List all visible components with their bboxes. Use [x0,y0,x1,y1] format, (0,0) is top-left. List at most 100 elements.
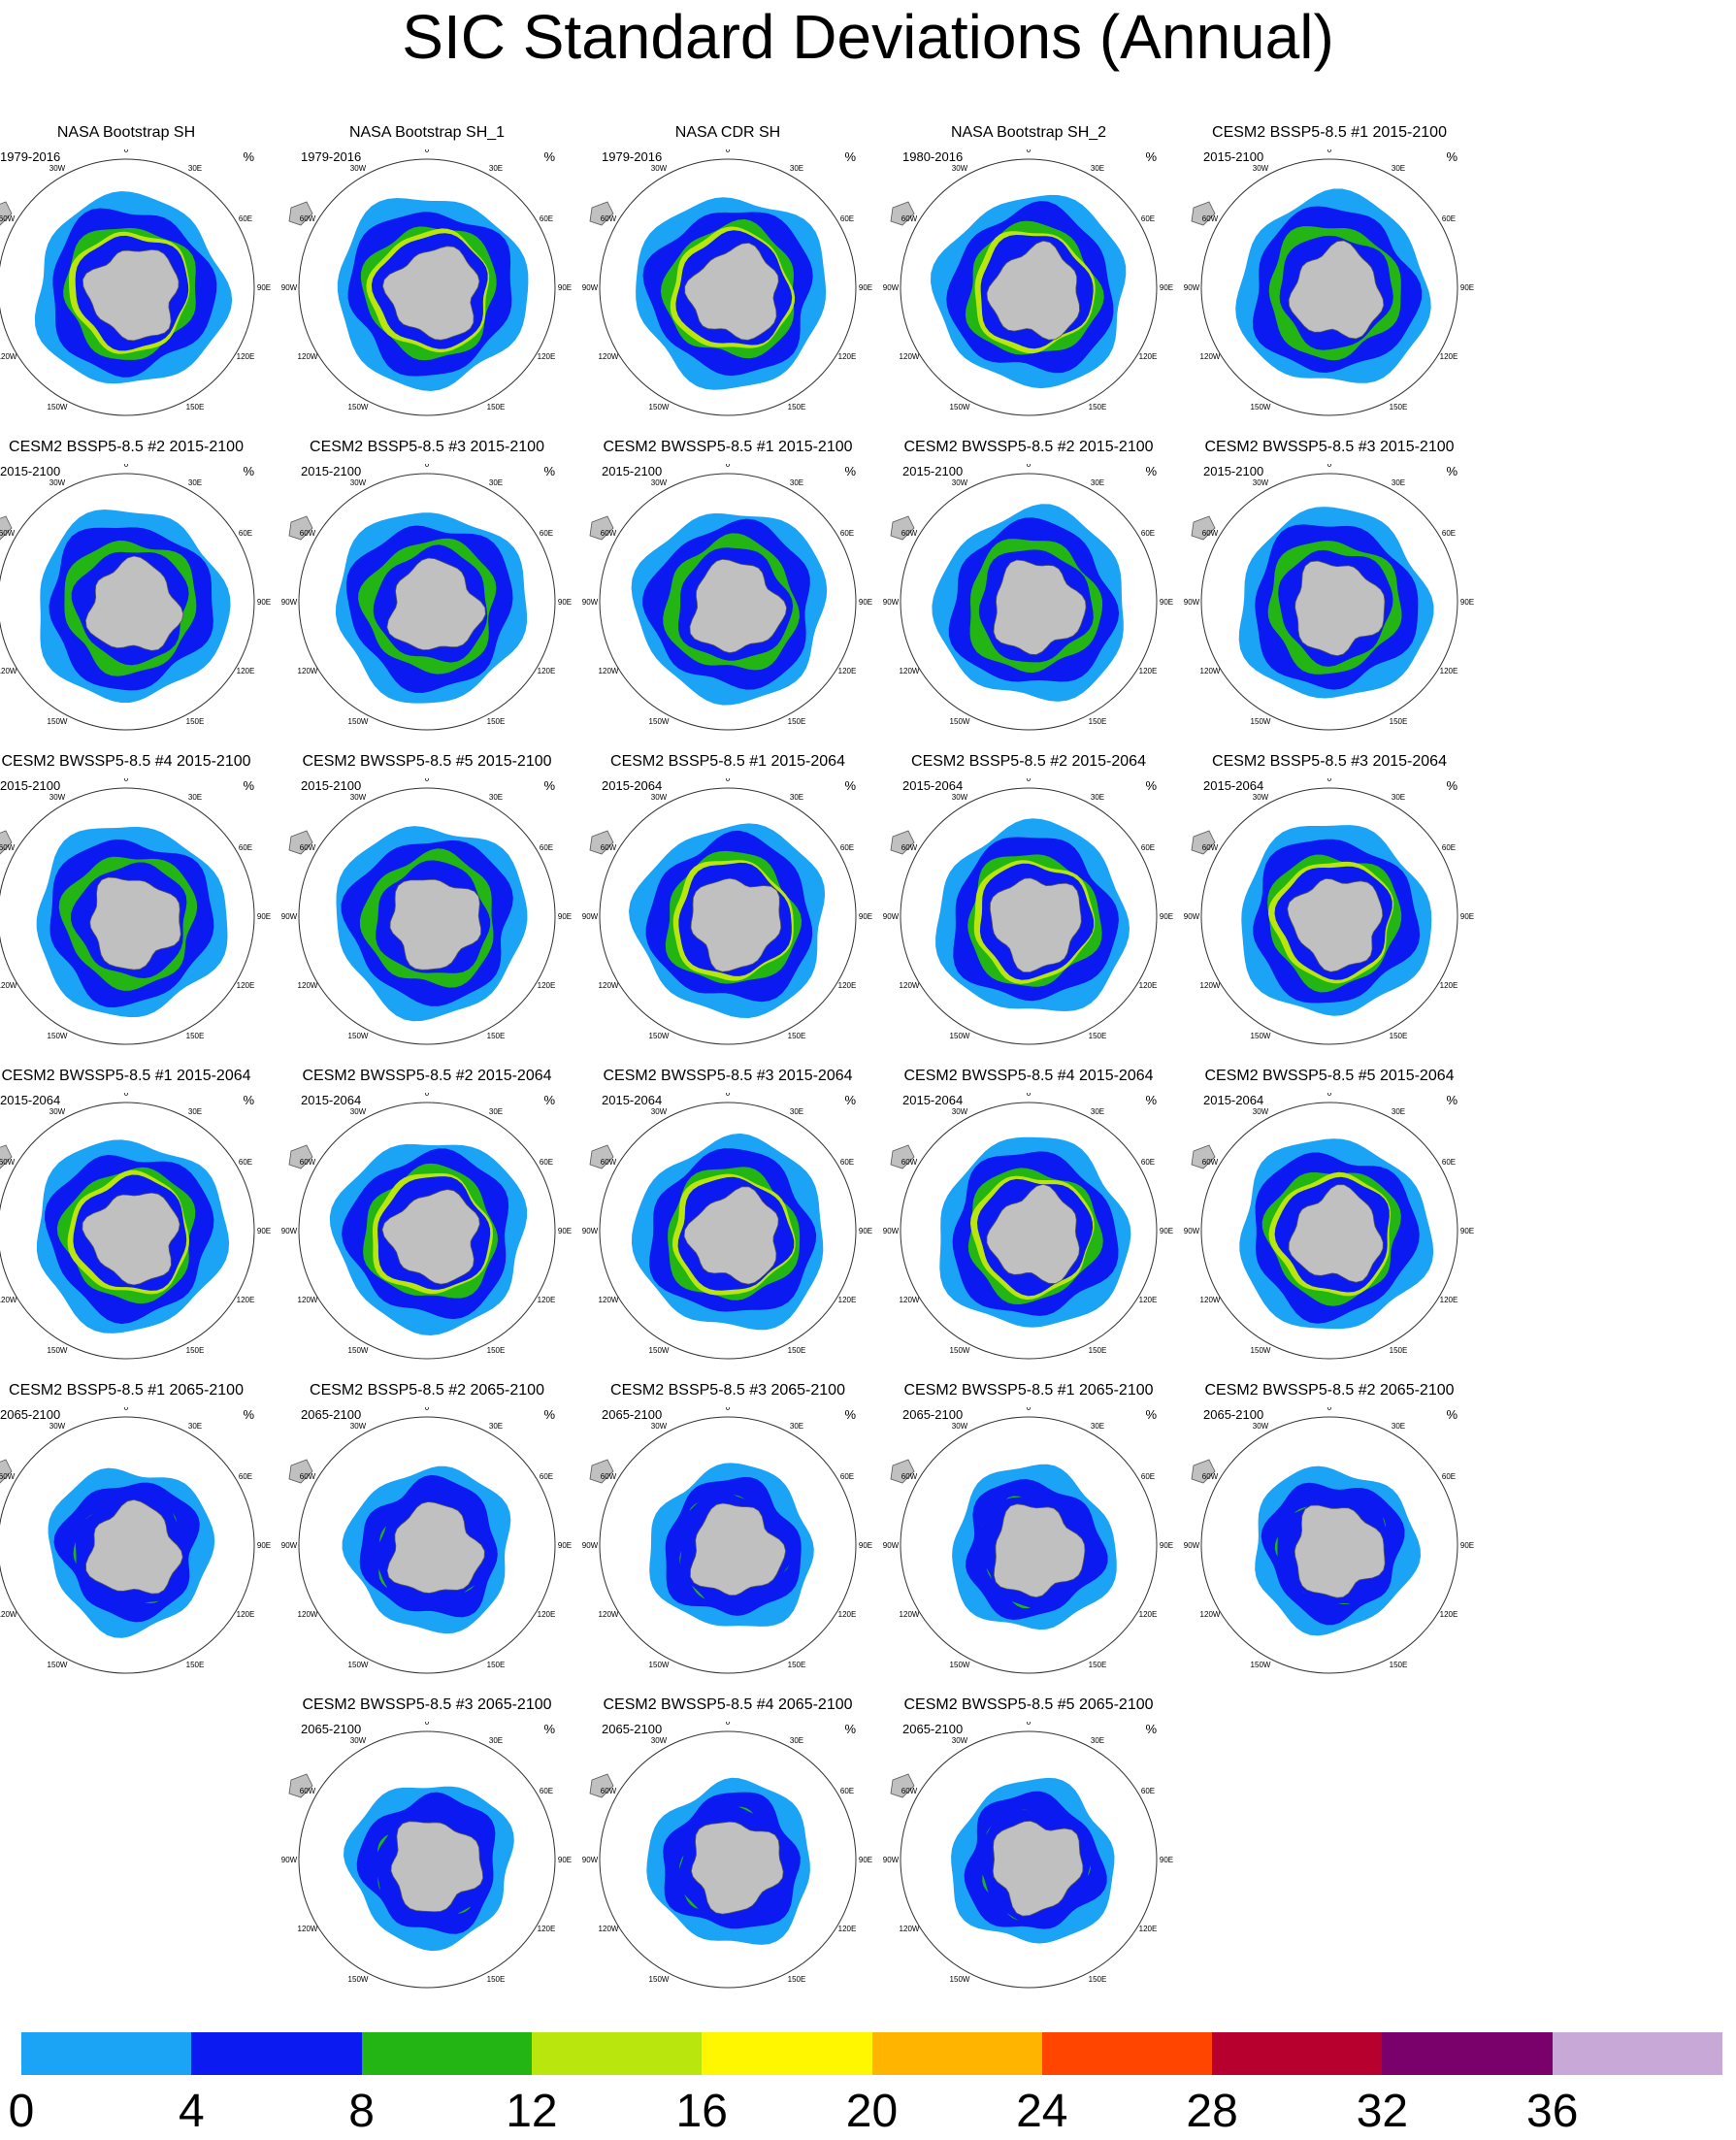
map-panel: CESM2 BWSSP5-8.5 #4 2065-2100 2065-2100% 0… [582,1696,873,1997]
colorbar-tick-label: 32 [1356,2086,1409,2137]
longitude-label: 150E [1390,403,1408,412]
longitude-label: 120W [0,352,17,361]
panel-unit: % [243,1093,254,1107]
map-panel: CESM2 BSSP5-8.5 #2 2015-2100 2015-2100% 0 3… [0,439,272,740]
panel-title: CESM2 BWSSP5-8.5 #5 2065-2100 [903,1696,1154,1713]
map-panel: CESM2 BSSP5-8.5 #2 2015-2064 2015-2064% 0 3… [883,753,1174,1054]
map-panel: CESM2 BWSSP5-8.5 #3 2065-2100 2065-2100% 0… [281,1696,573,1997]
colorbar-tick-label: 12 [506,2086,558,2137]
longitude-label: 120E [1139,1925,1158,1933]
south-america-tip [890,1773,915,1798]
longitude-label: 150W [950,1346,970,1355]
longitude-label: 150E [1390,1346,1408,1355]
longitude-label: 60W [601,1472,617,1481]
longitude-label: 90W [883,912,900,921]
longitude-label: 30W [651,478,668,487]
longitude-label: 0 [124,1407,129,1412]
panel-unit: % [1145,1093,1157,1107]
longitude-label: 90E [1160,1227,1173,1235]
longitude-label: 30W [49,478,66,487]
longitude-label: 120E [1139,1610,1158,1619]
panel-period: 2015-2064 [1203,1093,1264,1107]
longitude-label: 90W [582,598,599,607]
colorbar-segment [191,2032,363,2075]
longitude-label: 0 [124,149,129,154]
panel-unit: % [543,778,555,793]
panel-title: CESM2 BWSSP5-8.5 #3 2065-2100 [302,1696,552,1713]
polar-stereographic-map: 030E60E90E120E150E180150W120W90W60W30W [281,464,572,731]
longitude-label: 30W [952,478,968,487]
longitude-label: 120W [298,1296,318,1304]
polar-stereographic-map: 030E60E90E120E150E180150W120W90W60W30W [281,149,572,416]
panel-title: CESM2 BSSP5-8.5 #1 2065-2100 [9,1382,244,1399]
panel-unit: % [844,149,856,164]
panel-title: CESM2 BSSP5-8.5 #2 2065-2100 [310,1382,544,1399]
longitude-label: 60W [601,214,617,223]
panel-title: CESM2 BWSSP5-8.5 #2 2015-2100 [903,439,1154,455]
longitude-label: 30W [350,478,367,487]
panel-unit: % [1446,1093,1458,1107]
panel-period: 2015-2100 [1203,464,1264,478]
longitude-label: 150W [649,1975,670,1984]
longitude-label: 60E [1442,1472,1456,1481]
south-america-tip [589,1144,614,1169]
south-america-tip [0,1144,13,1169]
longitude-label: 30E [489,1422,503,1431]
colorbar-tick-label: 16 [675,2086,728,2137]
panel-period: 2015-2100 [0,778,61,793]
panel-title: CESM2 BWSSP5-8.5 #1 2015-2100 [603,439,853,455]
longitude-label: 90E [859,283,872,292]
longitude-label: 0 [1027,149,1032,154]
panel-period: 1979-2016 [0,149,61,164]
antarctica-landmass [386,1501,485,1594]
longitude-label: 90E [859,912,872,921]
longitude-label: 150E [487,1661,506,1669]
antarctica-landmass [386,557,486,651]
panel-title: CESM2 BWSSP5-8.5 #3 2015-2064 [603,1068,853,1084]
panel-period: 2015-2100 [1203,149,1264,164]
longitude-label: 150E [788,1975,806,1984]
panel-unit: % [844,464,856,478]
longitude-label: 60E [1442,529,1456,538]
longitude-label: 60W [1202,529,1219,538]
longitude-label: 150E [788,717,806,726]
longitude-label: 60W [1202,843,1219,852]
antarctica-landmass [85,1498,183,1595]
longitude-label: 0 [425,1093,430,1098]
longitude-label: 30W [1253,1422,1269,1431]
panel-unit: % [1446,464,1458,478]
panel-unit: % [543,1722,555,1736]
colorbar [21,2032,1723,2075]
south-america-tip [288,1144,313,1169]
south-america-tip [1191,1459,1216,1484]
longitude-label: 150W [649,1346,670,1355]
longitude-label: 150W [348,717,369,726]
longitude-label: 150W [348,1346,369,1355]
longitude-label: 30W [350,164,367,173]
longitude-label: 90W [281,598,298,607]
longitude-label: 30E [1091,164,1104,173]
longitude-label: 30W [49,164,66,173]
longitude-label: 60E [1141,843,1155,852]
longitude-label: 150E [186,403,205,412]
south-america-tip [288,1459,313,1484]
longitude-label: 120E [237,981,255,990]
longitude-label: 30W [49,1422,66,1431]
longitude-label: 30W [350,1422,367,1431]
longitude-label: 120W [298,352,318,361]
panel-unit: % [844,1407,856,1422]
polar-stereographic-map: 030E60E90E120E150E180150W120W90W60W30W [883,1093,1173,1360]
longitude-label: 60E [840,529,854,538]
longitude-label: 120W [1200,667,1221,675]
longitude-label: 150W [1251,403,1271,412]
longitude-label: 90E [1460,1541,1474,1550]
longitude-label: 0 [1027,464,1032,469]
panel-unit: % [543,464,555,478]
polar-stereographic-map: 030E60E90E120E150E180150W120W90W60W30W [883,1407,1173,1674]
longitude-label: 150E [487,1346,506,1355]
panel-title: CESM2 BWSSP5-8.5 #1 2065-2100 [903,1382,1154,1399]
longitude-label: 150W [1251,1032,1271,1040]
longitude-label: 90W [1184,1227,1200,1235]
longitude-label: 60W [1202,214,1219,223]
colorbar-tick-label: 20 [845,2086,899,2137]
